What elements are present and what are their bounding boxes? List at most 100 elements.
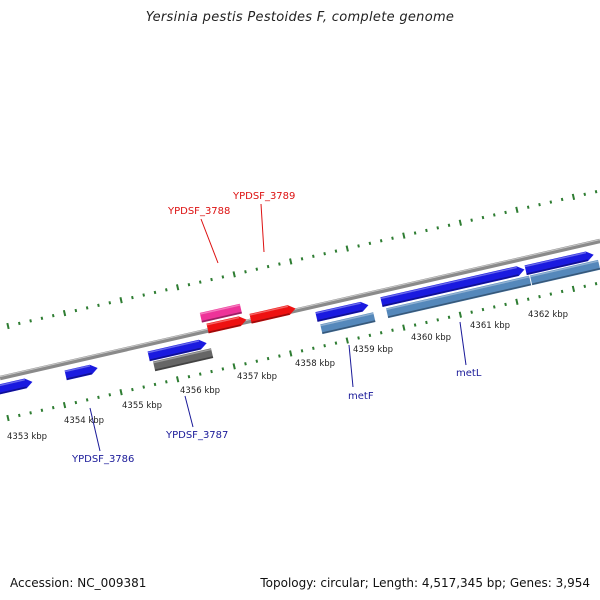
outer-major-tick bbox=[119, 297, 123, 304]
inner-minor-tick bbox=[18, 413, 21, 418]
label-leaders bbox=[89, 203, 467, 452]
inner-major-tick bbox=[345, 337, 349, 344]
gene-arrow-ypdsf-3789 bbox=[249, 305, 296, 324]
leader-ypdsf-3788 bbox=[200, 218, 219, 264]
inner-major-tick bbox=[6, 414, 10, 422]
outer-minor-tick bbox=[492, 213, 496, 217]
inner-minor-tick bbox=[85, 398, 89, 402]
axis-label-4361: 4361 kbp bbox=[470, 321, 510, 331]
inner-minor-tick bbox=[198, 372, 202, 376]
inner-minor-tick bbox=[425, 320, 428, 325]
inner-minor-tick bbox=[255, 359, 259, 363]
gene-arrow-b-highlight bbox=[147, 340, 200, 354]
outer-minor-tick bbox=[391, 236, 394, 240]
genome-backbone bbox=[0, 238, 600, 381]
outer-minor-tick bbox=[357, 244, 360, 248]
inner-minor-tick bbox=[266, 356, 270, 361]
gene-arrow-c-highlight bbox=[315, 302, 361, 315]
outer-minor-tick bbox=[153, 290, 157, 295]
gene-label-ypdsf-3786: YPDSF_3786 bbox=[71, 454, 134, 465]
outer-minor-tick bbox=[278, 262, 281, 266]
inner-minor-tick bbox=[379, 331, 383, 335]
outer-minor-tick bbox=[481, 215, 485, 220]
axis-label-4356: 4356 kbp bbox=[180, 386, 220, 396]
gene-label-ypdsf-3787: YPDSF_3787 bbox=[165, 430, 228, 441]
inner-minor-tick bbox=[538, 294, 541, 299]
gene-arrow-red-a-highlight bbox=[206, 316, 240, 326]
outer-minor-tick bbox=[300, 257, 304, 261]
inner-minor-tick bbox=[526, 297, 530, 301]
gene-arrow-metl-shadow bbox=[387, 283, 532, 318]
inner-minor-tick bbox=[357, 336, 360, 340]
inner-major-tick bbox=[515, 298, 519, 305]
gene-arrow-ypdsf-3786 bbox=[64, 364, 98, 381]
outer-minor-tick bbox=[255, 267, 259, 271]
inner-minor-tick bbox=[492, 305, 496, 309]
inner-minor-tick bbox=[436, 318, 440, 322]
gene-arrow-d-highlight bbox=[380, 266, 517, 300]
gene-arrow-f-highlight bbox=[530, 260, 599, 278]
gene-arrow-ypdsf-3788 bbox=[199, 303, 242, 323]
outer-minor-tick bbox=[323, 252, 326, 256]
inner-minor-tick bbox=[413, 323, 417, 327]
outer-major-tick bbox=[6, 322, 10, 330]
outer-minor-tick bbox=[504, 210, 507, 215]
outer-minor-tick bbox=[97, 303, 100, 308]
outer-tick-track bbox=[6, 190, 598, 330]
gene-label-ypdsf-3789: YPDSF_3789 bbox=[232, 191, 295, 202]
axis-label-4355: 4355 kbp bbox=[122, 401, 162, 411]
inner-minor-tick bbox=[481, 307, 485, 312]
accession-text: Accession: NC_009381 bbox=[10, 576, 147, 590]
gene-arrow-ypdsf-3786-shadow bbox=[66, 372, 92, 380]
axis-label-4357: 4357 kbp bbox=[237, 372, 277, 382]
inner-minor-tick bbox=[323, 344, 326, 348]
outer-minor-tick bbox=[165, 288, 168, 292]
outer-major-tick bbox=[515, 206, 519, 213]
inner-minor-tick bbox=[312, 346, 315, 350]
inner-minor-tick bbox=[40, 408, 44, 412]
inner-minor-tick bbox=[549, 292, 553, 296]
outer-minor-tick bbox=[142, 293, 146, 297]
inner-minor-tick bbox=[583, 284, 587, 288]
axis-label-4360: 4360 kbp bbox=[411, 333, 451, 343]
outer-minor-tick bbox=[447, 223, 451, 227]
gene-arrow-e-highlight bbox=[524, 251, 587, 268]
gene-arrow-b bbox=[147, 339, 207, 362]
inner-minor-tick bbox=[108, 393, 112, 397]
inner-major-tick bbox=[175, 376, 180, 383]
outer-minor-tick bbox=[583, 192, 587, 196]
inner-minor-tick bbox=[51, 405, 55, 410]
leader-ypdsf-3789 bbox=[260, 203, 265, 253]
map-title: Yersinia pestis Pestoides F, complete ge… bbox=[145, 10, 455, 25]
leader-metl bbox=[459, 321, 467, 366]
gene-arrow-e-shadow bbox=[526, 259, 588, 275]
outer-minor-tick bbox=[131, 295, 134, 300]
inner-minor-tick bbox=[470, 310, 473, 314]
outer-minor-tick bbox=[266, 264, 270, 269]
inner-minor-tick bbox=[74, 400, 78, 405]
outer-major-tick bbox=[345, 245, 349, 252]
gene-arrow-f bbox=[530, 259, 600, 286]
outer-minor-tick bbox=[413, 231, 417, 235]
outer-minor-tick bbox=[312, 254, 315, 258]
gene-arrow-metl-highlight bbox=[386, 276, 530, 311]
inner-minor-tick bbox=[165, 380, 168, 384]
inner-minor-tick bbox=[504, 302, 507, 307]
inner-minor-tick bbox=[334, 341, 338, 345]
inner-minor-tick bbox=[131, 387, 134, 392]
outer-major-tick bbox=[232, 271, 236, 278]
axis-label-4353: 4353 kbp bbox=[7, 432, 47, 442]
gene-arrow-red-a-shadow bbox=[208, 324, 241, 334]
outer-minor-tick bbox=[40, 316, 44, 320]
inner-minor-tick bbox=[29, 411, 32, 415]
outer-minor-tick bbox=[560, 197, 564, 202]
axis-label-4362: 4362 kbp bbox=[528, 310, 568, 320]
inner-major-tick bbox=[458, 311, 463, 318]
gene-arrow-ypdsf-3789-highlight bbox=[249, 305, 289, 316]
gene-arrow-ypdsf-3789-shadow bbox=[251, 313, 290, 324]
gene-arrow-a-highlight bbox=[0, 379, 25, 387]
gene-arrow-f-shadow bbox=[531, 267, 600, 285]
inner-minor-tick bbox=[368, 333, 372, 338]
outer-minor-tick bbox=[436, 226, 440, 230]
gene-arrow-d-shadow bbox=[382, 274, 519, 307]
